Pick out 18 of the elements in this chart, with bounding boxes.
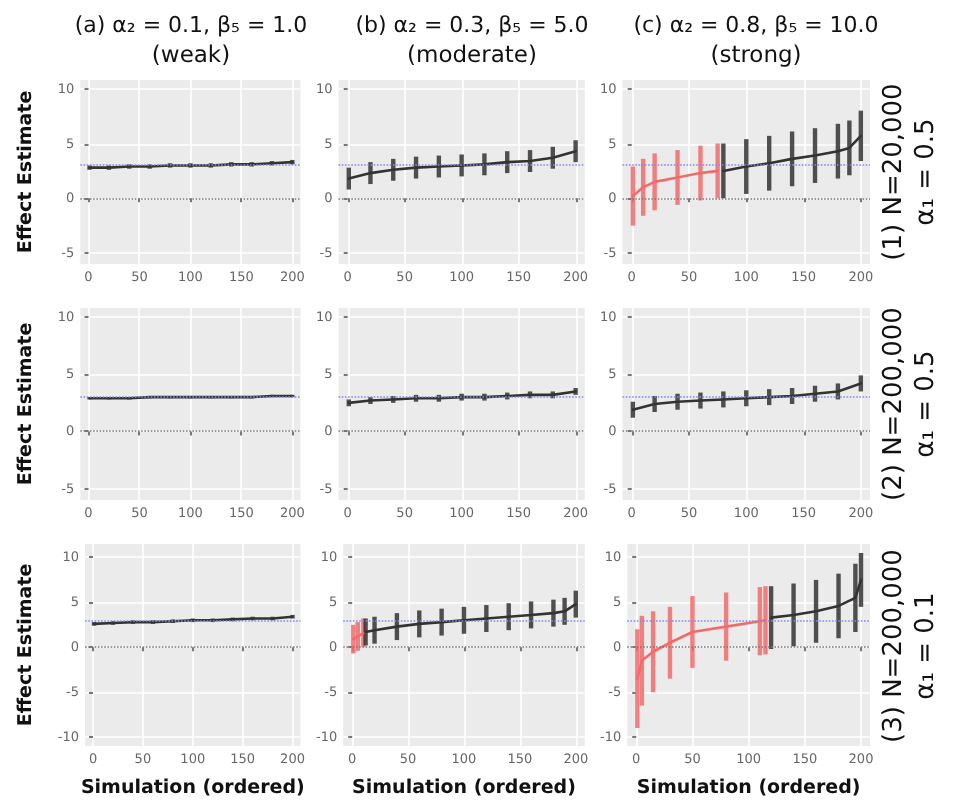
chart-title: (a) α₂ = 0.1, β₅ = 1.0 [74,12,308,38]
chart-subtitle: (strong) [710,40,802,68]
text: α₁ = 0.1 [911,592,941,700]
text: α₁ = 0.5 [911,118,941,226]
y-axis-title: Effect Estimate [15,90,37,254]
chart-subtitle: (weak) [151,40,231,68]
y-axis-title: Effect Estimate [15,322,37,486]
text: (3) N=200,000 [879,549,909,743]
text: α₁ = 0.5 [911,350,941,458]
chart-title: (c) α₂ = 0.8, β₅ = 10.0 [633,12,879,38]
y-axis-title: Effect Estimate [15,563,37,727]
chart-subtitle: (moderate) [407,40,537,68]
text: (2) N=200,000 [879,307,909,501]
chart-title: (b) α₂ = 0.3, β₅ = 5.0 [355,12,589,38]
text: (1) N=20,000 [879,83,909,261]
x-axis-title: Simulation (ordered) [636,777,861,799]
x-axis-title: Simulation (ordered) [352,777,576,799]
x-axis-title: Simulation (ordered) [80,777,305,799]
